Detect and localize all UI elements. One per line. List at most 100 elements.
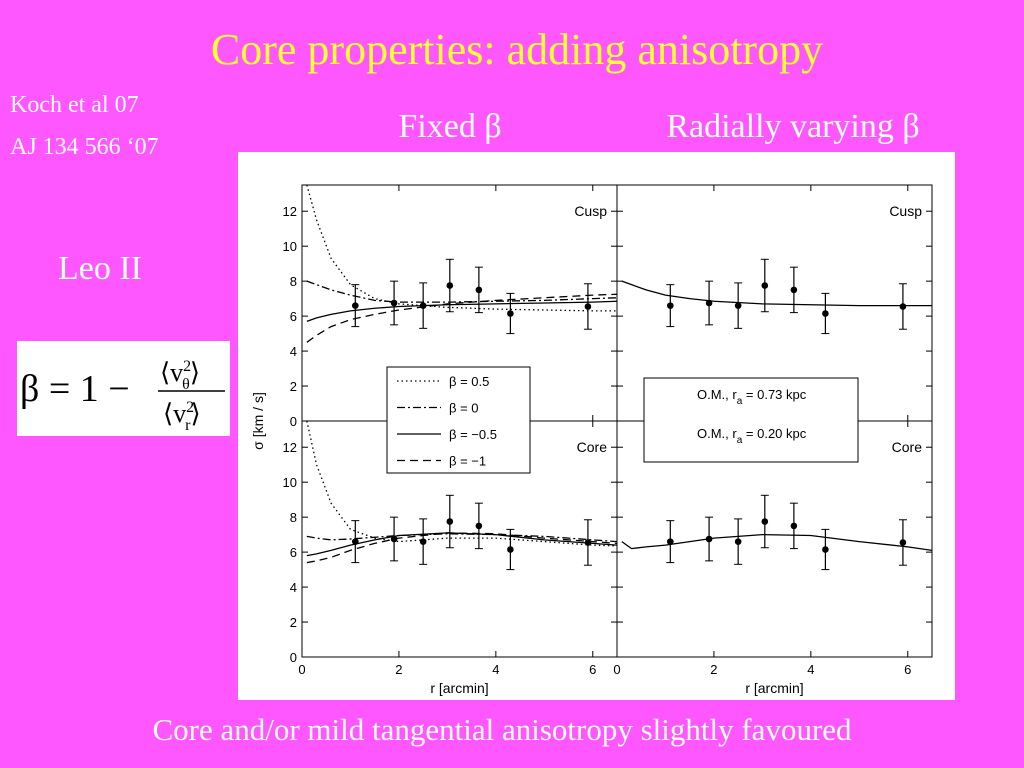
x-tick-label: 4 (492, 662, 499, 677)
data-point (761, 282, 769, 289)
legend-text: O.M., r (697, 387, 737, 402)
data-point (822, 310, 829, 317)
legend-label: O.M., ra = 0.73 kpc (697, 387, 807, 407)
reference: AJ 134 566 ‘07 (10, 134, 159, 160)
data-point (446, 518, 454, 525)
y-tick-label: 2 (290, 615, 297, 630)
y-tick-label: 4 (290, 344, 297, 359)
data-point (667, 302, 674, 309)
curve (306, 300, 617, 322)
x-tick-label: 6 (904, 662, 911, 677)
legend-label: β = 0 (449, 401, 479, 416)
y-tick-label: 0 (290, 414, 297, 429)
data-point (419, 538, 427, 545)
y-tick-label: 12 (283, 440, 297, 455)
data-point (390, 535, 398, 543)
x-axis-label: r [arcmin] (745, 680, 803, 696)
x-tick-label: 0 (298, 662, 305, 677)
panel-label: Cusp (574, 203, 607, 219)
formula-sub: θ (182, 376, 190, 393)
data-point (822, 546, 829, 553)
x-tick-label: 6 (589, 662, 596, 677)
panel-label: Core (577, 439, 608, 455)
data-point (705, 299, 713, 307)
y-tick-label: 8 (290, 510, 297, 525)
data-point (352, 302, 359, 309)
data-point (899, 539, 907, 546)
reference: Koch et al 07 (10, 92, 139, 118)
object-name: Leo II (58, 250, 142, 287)
data-point (419, 302, 427, 309)
formula-sup: 2 (186, 399, 194, 416)
data-point (899, 303, 907, 310)
data-point (734, 538, 742, 545)
data-point (790, 286, 798, 294)
formula-text: ⟩ (190, 358, 200, 387)
column-heading: Radially varying β (666, 108, 919, 145)
data-point (790, 522, 798, 530)
legend-text: = 0.20 kpc (742, 426, 806, 441)
data-point (667, 538, 674, 545)
curve (306, 293, 617, 343)
formula-text: ⟨v (160, 358, 183, 387)
y-tick-label: 4 (290, 580, 297, 595)
legend-label: β = 0.5 (449, 374, 489, 389)
data-point (446, 282, 454, 289)
formula-sup: 2 (183, 358, 191, 375)
curve (621, 533, 932, 552)
data-point (507, 546, 514, 553)
curve (306, 185, 617, 312)
x-tick-label: 2 (710, 662, 717, 677)
formula-box (17, 341, 230, 436)
formula-numerator: ⟨v2 θ⟩ (160, 358, 200, 393)
y-tick-label: 8 (290, 274, 297, 289)
formula: β = 1 − ⟨v2 θ⟩ ⟨v2 r⟩ (20, 358, 225, 434)
y-tick-label: 12 (283, 204, 297, 219)
panel-label: Core (892, 439, 923, 455)
formula-sub: r (185, 417, 191, 434)
formula-lhs: β = 1 − (20, 368, 130, 410)
panel-label: Cusp (889, 203, 922, 219)
legend-label: β = −0.5 (449, 427, 497, 442)
formula-text: ⟨v (163, 399, 186, 428)
legend-subscript: a (737, 435, 743, 446)
x-tick-label: 4 (807, 662, 814, 677)
legend-box (386, 366, 531, 474)
curve (306, 532, 617, 557)
data-point (761, 518, 769, 525)
formula-text: ⟩ (190, 399, 200, 428)
legend-subscript: a (737, 396, 743, 407)
data-point (352, 538, 359, 545)
legend-box (643, 377, 859, 463)
y-tick-label: 0 (290, 650, 297, 665)
data-point (475, 522, 483, 530)
column-heading: Fixed β (398, 108, 501, 145)
curve (306, 280, 617, 303)
legend-text: = 0.73 kpc (742, 387, 806, 402)
data-point (507, 310, 514, 317)
data-point (734, 302, 742, 309)
formula-denominator: ⟨v2 r⟩ (163, 399, 201, 434)
y-tick-label: 6 (290, 545, 297, 560)
y-tick-label: 2 (290, 379, 297, 394)
data-point (390, 299, 398, 307)
slide-footer: Core and/or mild tangential anisotropy s… (152, 712, 852, 747)
data-point (584, 539, 592, 546)
y-tick-label: 10 (283, 475, 297, 490)
slide-title: Core properties: adding anisotropy (211, 25, 823, 74)
y-tick-label: 6 (290, 309, 297, 324)
x-axis-label: r [arcmin] (430, 680, 488, 696)
x-tick-label: 2 (395, 662, 402, 677)
data-point (584, 303, 592, 310)
legend-label: β = −1 (449, 454, 486, 469)
x-tick-label: 0 (613, 662, 620, 677)
curve (306, 421, 617, 547)
curve (621, 280, 932, 307)
legend-text: O.M., r (697, 426, 737, 441)
curve (306, 532, 617, 564)
legend-label: O.M., ra = 0.20 kpc (697, 426, 807, 446)
y-axis-label: σ [km / s] (250, 392, 266, 450)
data-point (475, 286, 483, 294)
